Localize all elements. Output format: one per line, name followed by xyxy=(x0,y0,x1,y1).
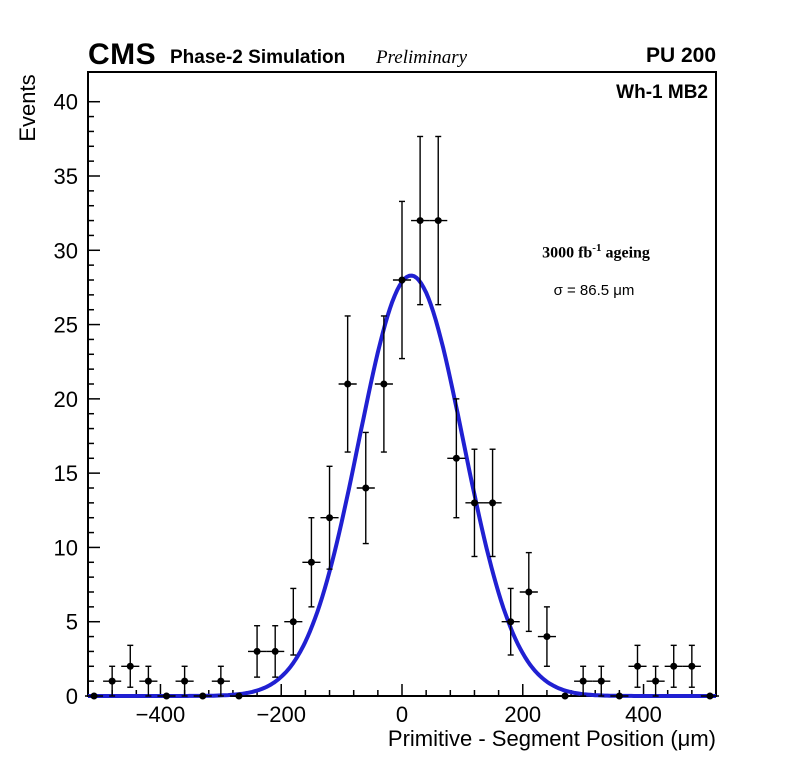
data-point xyxy=(543,633,551,641)
x-tick-label: −200 xyxy=(256,702,306,727)
data-point xyxy=(108,677,116,685)
x-tick-label: 0 xyxy=(396,702,408,727)
data-point xyxy=(217,677,225,685)
data-point xyxy=(470,499,478,507)
y-tick-label: 0 xyxy=(66,684,78,709)
data-point xyxy=(253,647,261,655)
y-tick-label: 30 xyxy=(54,238,78,263)
data-point xyxy=(561,692,569,700)
preliminary-label: Preliminary xyxy=(376,47,468,68)
x-tick-label: 400 xyxy=(625,702,662,727)
data-point xyxy=(344,380,352,388)
y-axis-ticks xyxy=(88,100,100,697)
data-point xyxy=(326,514,334,522)
data-point xyxy=(452,454,460,462)
data-point xyxy=(615,692,623,700)
ageing-exponent: -1 xyxy=(592,242,602,254)
data-point xyxy=(181,677,189,685)
data-point xyxy=(489,499,497,507)
sigma-value-label: σ = 86.5 μm xyxy=(553,282,635,299)
cms-logo-label: CMS xyxy=(88,38,157,71)
data-point xyxy=(307,558,315,566)
x-tick-label: −400 xyxy=(136,702,186,727)
ageing-label: 3000 fb-1 ageing xyxy=(542,242,650,262)
data-point xyxy=(507,618,515,626)
wheel-station-label: Wh-1 MB2 xyxy=(616,82,708,103)
data-point xyxy=(90,692,98,700)
y-tick-label: 10 xyxy=(54,535,78,560)
data-point xyxy=(126,662,134,670)
pileup-label: PU 200 xyxy=(645,44,716,67)
y-axis-title: Events xyxy=(15,74,40,142)
data-point xyxy=(525,588,533,596)
x-tick-label: 200 xyxy=(504,702,541,727)
x-tick-labels: −400 −200 0 200 400 xyxy=(136,702,662,727)
x-axis-title: Primitive - Segment Position (μm) xyxy=(387,726,716,751)
data-point xyxy=(362,484,370,492)
simulation-label: Phase-2 Simulation xyxy=(170,47,346,68)
y-tick-label: 25 xyxy=(54,313,78,338)
data-point xyxy=(289,618,297,626)
error-bars xyxy=(84,135,720,697)
ageing-prefix: 3000 fb xyxy=(542,244,593,262)
data-point xyxy=(271,647,279,655)
data-point xyxy=(163,692,170,700)
ageing-suffix: ageing xyxy=(601,244,650,262)
data-point xyxy=(634,662,641,670)
data-point xyxy=(652,677,660,685)
data-point xyxy=(434,217,442,225)
data-point xyxy=(688,662,696,670)
y-tick-label: 20 xyxy=(54,387,78,412)
y-tick-label: 35 xyxy=(54,164,78,189)
y-tick-label: 15 xyxy=(54,461,78,486)
data-point xyxy=(416,217,424,225)
data-point xyxy=(144,677,152,685)
data-point xyxy=(579,677,587,685)
data-point xyxy=(398,276,406,284)
data-point xyxy=(199,692,207,700)
data-point xyxy=(235,692,243,700)
axis-frame xyxy=(87,71,717,697)
data-point xyxy=(706,692,714,700)
y-tick-labels: 0 5 10 15 20 25 30 35 40 xyxy=(54,90,78,709)
data-points xyxy=(90,217,714,700)
data-point xyxy=(670,662,678,670)
y-tick-label: 40 xyxy=(54,90,78,115)
data-point xyxy=(597,677,605,685)
data-point xyxy=(380,380,388,388)
y-tick-label: 5 xyxy=(66,610,78,635)
